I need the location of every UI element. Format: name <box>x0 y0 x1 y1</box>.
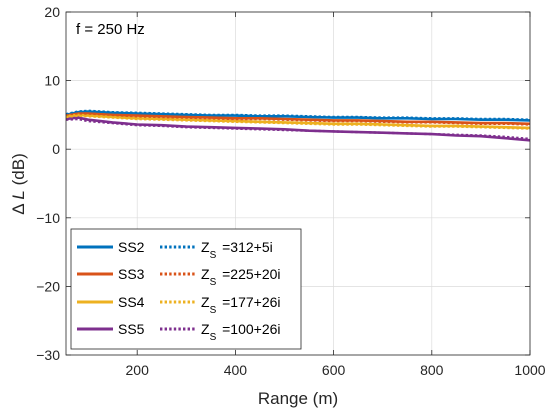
y-tick-label: 0 <box>52 141 60 157</box>
y-axis-label-var: L <box>9 190 28 199</box>
y-axis-label-prefix: Δ <box>9 204 28 215</box>
series-line-dotted-4 <box>65 114 531 130</box>
legend-label-dotted: ZS =100+26i <box>201 321 281 343</box>
legend-label-solid: SS3 <box>118 266 145 282</box>
x-tick-label: 1000 <box>514 362 545 378</box>
x-tick-label: 200 <box>126 362 150 378</box>
plot-frame <box>65 11 531 356</box>
x-tick-label: 600 <box>322 362 346 378</box>
y-tick-label: 20 <box>44 4 60 20</box>
legend-label-dotted: ZS =177+26i <box>201 294 281 316</box>
y-axis-label: Δ L (dB) <box>9 153 28 214</box>
ticks: 200 400 600 800 1000 −30 −20 −10 0 10 20 <box>36 4 546 378</box>
series-line-dotted-2 <box>65 109 531 121</box>
legend-label-solid: SS4 <box>118 294 145 310</box>
y-tick-label: −10 <box>36 210 60 226</box>
y-tick-label: 10 <box>44 73 60 89</box>
x-tick-label: 800 <box>420 362 444 378</box>
x-tick-label: 400 <box>224 362 248 378</box>
legend-label-dotted: ZS =312+5i <box>201 239 273 261</box>
series-line-dotted-5 <box>65 117 531 141</box>
series-line-dotted-3 <box>65 112 531 126</box>
legend-label-solid: SS5 <box>118 321 145 337</box>
legend-label-solid: SS2 <box>118 239 145 255</box>
y-tick-label: −30 <box>36 347 60 363</box>
y-tick-label: −20 <box>36 278 60 294</box>
x-axis-label: Range (m) <box>258 389 338 408</box>
y-axis-label-suffix: (dB) <box>9 153 28 190</box>
annotation: f = 250 Hz <box>76 21 145 38</box>
legend-label-dotted: ZS =225+20i <box>201 266 281 288</box>
series-layer <box>65 109 531 142</box>
legend: SS2 SS3 SS4 SS5 ZS =312+5i ZS =225+20i ZS =177… <box>70 228 302 350</box>
